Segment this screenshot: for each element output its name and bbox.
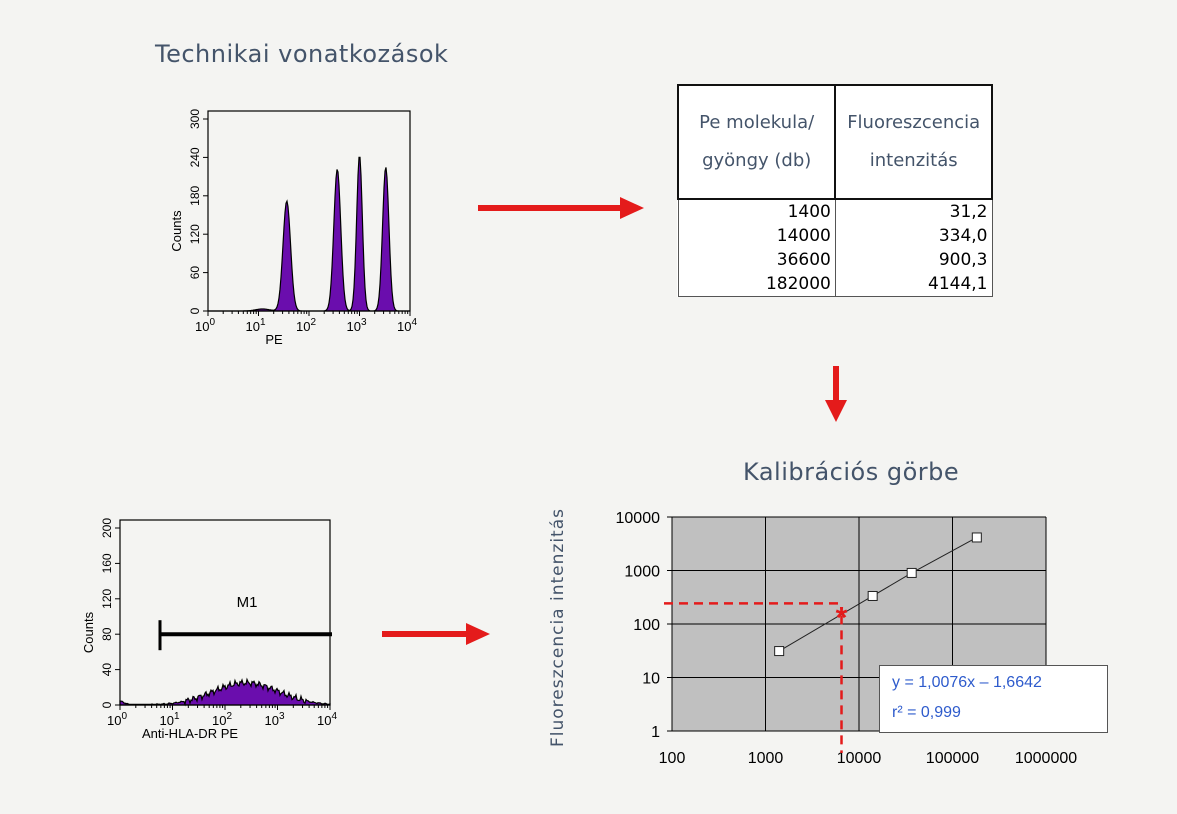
page-title: Technikai vonatkozások: [155, 40, 449, 68]
x-tick-label: 102: [212, 711, 232, 728]
table-cell: 31,2: [834, 199, 993, 224]
x-tick-label: 103: [346, 317, 366, 334]
sample-histogram: 0 40 80 120 160 200 100 101 102 103 104 Counts Anti-…: [81, 518, 337, 741]
y-tick-label: 0: [188, 307, 202, 314]
y-tick-label: 120: [100, 588, 114, 608]
y-axis-label: Counts: [81, 611, 96, 653]
y-tick-label: 0: [100, 701, 114, 708]
arrow-right-bottom: [382, 623, 490, 645]
y-tick-label: 120: [188, 224, 202, 244]
m1-gate-label: M1: [237, 594, 258, 611]
regression-equation: y = 1,0076x – 1,6642: [892, 674, 1042, 691]
x-tick-label: 1000000: [1015, 750, 1077, 767]
y-axis-label: Counts: [169, 210, 184, 252]
data-point: [774, 646, 785, 657]
y-tick-label: 40: [100, 663, 114, 677]
table-cell: 1400: [677, 199, 836, 224]
y-tick-label: 160: [100, 553, 114, 573]
x-tick-label: 101: [245, 317, 265, 334]
regression-r2: r² = 0,999: [892, 704, 961, 721]
arrow-right-top: [478, 197, 644, 219]
table-cell: 36600: [677, 248, 836, 272]
table-header-intensity: Fluoreszcencia intenzitás: [834, 84, 993, 200]
x-tick-label: 101: [159, 711, 179, 728]
table-cell: 14000: [677, 224, 836, 248]
marked-point: *: [836, 601, 848, 634]
y-tick-label: 60: [188, 266, 202, 280]
table-cell: 182000: [677, 272, 836, 297]
y-tick-label: 80: [100, 627, 114, 641]
x-tick-label: 1000: [748, 750, 784, 767]
data-point: [971, 532, 982, 543]
arrow-down: [825, 366, 847, 422]
calibration-chart: Fluoreszcencia intenzitás 100 1000 10000 10…: [548, 508, 1077, 767]
x-tick-label: 100000: [926, 750, 979, 767]
y-tick-label: 10000: [616, 510, 661, 527]
table-row: 182000 4144,1: [677, 272, 993, 297]
x-tick-label: 104: [317, 711, 337, 728]
y-tick-label: 1: [651, 724, 660, 741]
bead-calibration-table: Pe molekula/ gyöngy (db) Fluoreszcencia …: [676, 84, 993, 297]
data-point: [867, 590, 878, 601]
y-tick-label: 10: [642, 671, 660, 688]
table-cell: 4144,1: [834, 272, 993, 297]
table-row: 1400 31,2: [677, 199, 993, 224]
table-cell: 900,3: [834, 248, 993, 272]
y-tick-label: 300: [188, 109, 202, 129]
y-tick-label: 1000: [624, 564, 660, 581]
y-tick-label: 100: [633, 617, 660, 634]
x-tick-label: 102: [296, 317, 316, 334]
chart-ylabel: Fluoreszcencia intenzitás: [548, 508, 568, 747]
y-tick-label: 240: [188, 147, 202, 167]
bead-histogram: 0 60 120 180 240 300 100 101 102 103 104 Counts PE: [169, 109, 417, 347]
data-point: [906, 567, 917, 578]
table-row: 14000 334,0: [677, 224, 993, 248]
x-axis-label: Anti-HLA-DR PE: [142, 726, 238, 741]
x-tick-label: 100: [659, 750, 686, 767]
plot-frame: [119, 519, 331, 706]
x-tick-label: 100: [195, 317, 215, 334]
x-tick-label: 104: [397, 317, 417, 334]
x-tick-label: 103: [264, 711, 284, 728]
y-tick-label: 180: [188, 185, 202, 205]
table-cell: 334,0: [834, 224, 993, 248]
histogram-fill: [208, 156, 410, 312]
x-tick-label: 10000: [837, 750, 882, 767]
y-tick-label: 200: [100, 518, 114, 538]
table-header-molecules: Pe molekula/ gyöngy (db): [676, 84, 837, 200]
x-axis-label: PE: [265, 332, 283, 347]
x-tick-label: 100: [107, 711, 127, 728]
series-line: [778, 537, 978, 652]
histogram-fill: [119, 677, 331, 707]
calibration-title: Kalibrációs görbe: [743, 458, 960, 486]
regression-box: y = 1,0076x – 1,6642 r² = 0,999: [879, 665, 1108, 733]
table-row: 36600 900,3: [677, 248, 993, 272]
